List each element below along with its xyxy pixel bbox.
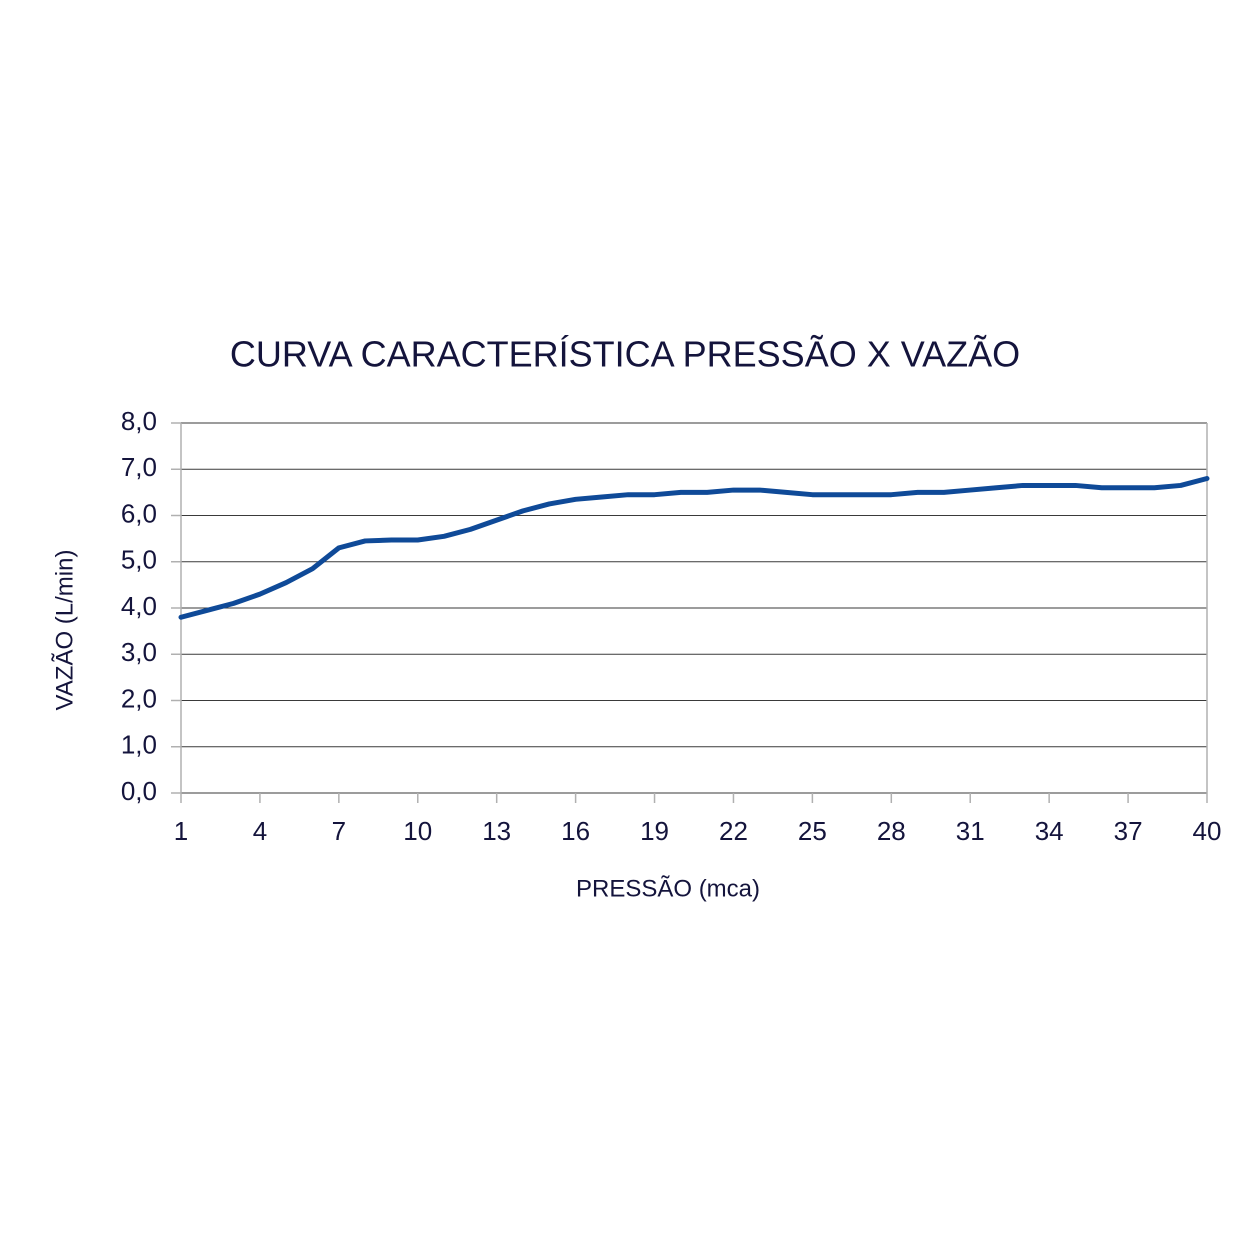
x-tick-label: 19 [640,816,669,846]
x-tick-label: 7 [332,816,346,846]
x-tick-label: 22 [719,816,748,846]
x-tick-label: 40 [1193,816,1222,846]
y-tick-label: 7,0 [121,452,157,482]
y-tick-label: 2,0 [121,683,157,713]
x-tick-label: 1 [174,816,188,846]
x-tick-label: 25 [798,816,827,846]
x-tick-label: 34 [1035,816,1064,846]
x-tick-label: 10 [403,816,432,846]
x-tick-label: 16 [561,816,590,846]
x-tick-label: 37 [1114,816,1143,846]
chart-title: CURVA CARACTERÍSTICA PRESSÃO X VAZÃO [230,334,1020,375]
data-line [178,476,1210,620]
y-tick-label: 5,0 [121,545,157,575]
x-tick-label: 28 [877,816,906,846]
x-tick-label: 4 [253,816,267,846]
y-tick-label: 0,0 [121,776,157,806]
x-tick-label: 13 [482,816,511,846]
y-axis-label: VAZÃO (L/min) [51,550,78,711]
y-tick-label: 3,0 [121,637,157,667]
x-tick-label: 31 [956,816,985,846]
y-tick-label: 6,0 [121,498,157,528]
y-tick-label: 4,0 [121,591,157,621]
y-tick-label: 1,0 [121,730,157,760]
x-axis-label: PRESSÃO (mca) [576,875,760,902]
y-tick-label: 8,0 [121,406,157,436]
